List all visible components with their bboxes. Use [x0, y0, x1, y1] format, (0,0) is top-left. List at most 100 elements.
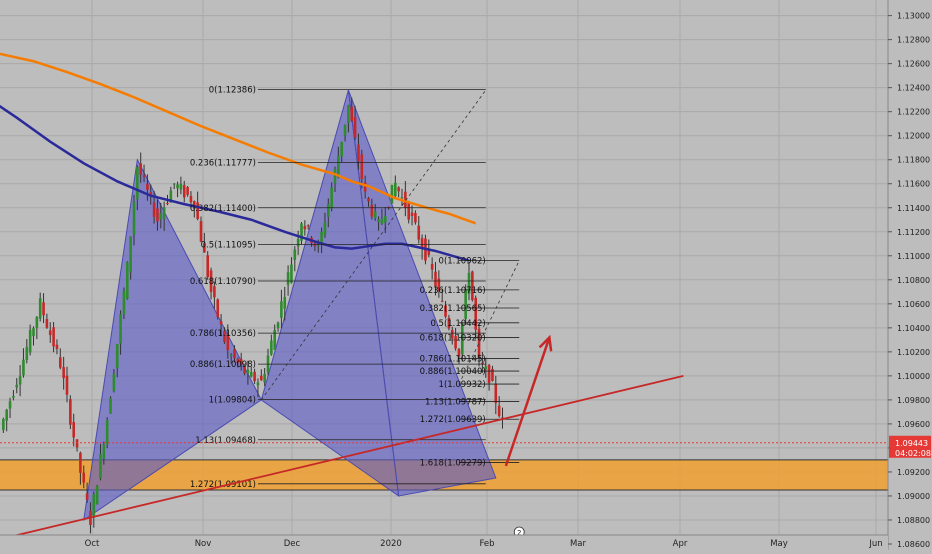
candle-body: [55, 344, 59, 349]
price-tick-label: 1.11600: [897, 180, 930, 189]
candle-body: [249, 372, 253, 377]
candle-body: [363, 182, 367, 192]
candle-body: [320, 231, 323, 245]
candle-body: [296, 238, 300, 247]
fib-right-label: 1.272(1.09639): [420, 415, 486, 425]
candle-body: [256, 382, 260, 386]
candle-body: [196, 202, 199, 219]
candle-body: [270, 340, 273, 355]
candle-body: [15, 384, 19, 388]
candle-body: [122, 290, 126, 315]
price-tick-label: 1.10000: [897, 372, 930, 381]
candle-body: [8, 401, 12, 409]
candle-body: [306, 225, 310, 227]
time-tick-label: Mar: [570, 539, 587, 549]
candle-body: [179, 183, 183, 190]
candle-body: [79, 452, 82, 473]
candle-body: [169, 190, 173, 203]
candle-body: [172, 183, 176, 185]
candle-body: [390, 184, 394, 204]
fib-connector-right: [458, 260, 520, 385]
candle-body: [176, 184, 179, 189]
fib-left-label: 1.13(1.09468): [195, 436, 256, 446]
candle-body: [373, 211, 377, 218]
candle-body: [42, 302, 45, 316]
candle-body: [300, 223, 303, 241]
candle-body: [199, 221, 203, 242]
candle-body: [357, 144, 360, 162]
harmonic-patterns[interactable]: [83, 89, 497, 522]
candle-body: [109, 398, 112, 414]
candle-body: [501, 417, 504, 419]
price-tick-label: 1.10800: [897, 276, 930, 285]
candle-body: [337, 155, 340, 178]
candle-body: [223, 331, 226, 342]
candle-body: [286, 272, 290, 285]
current-price-badge[interactable]: [889, 435, 931, 458]
candle-body: [444, 305, 447, 317]
candle-body: [115, 344, 119, 369]
candle-body: [149, 192, 153, 195]
drawings[interactable]: [0, 334, 888, 542]
candle-body: [323, 222, 327, 235]
candle-body: [457, 349, 461, 357]
fib-left-label: 0.5(1.11095): [201, 240, 256, 250]
candle-body: [450, 329, 454, 339]
candle-body: [497, 405, 501, 417]
time-tick-label: Dec: [284, 539, 301, 549]
time-tick-label: 2020: [380, 539, 402, 549]
candle-body: [12, 395, 15, 398]
candle-body: [367, 197, 370, 202]
time-axis[interactable]: Oct Nov Dec 2020 Feb Mar Apr May Jun: [0, 534, 888, 550]
moving-average-1: [0, 52, 477, 225]
candle-body: [95, 485, 99, 505]
candle-body: [136, 166, 139, 200]
candle-body: [72, 422, 75, 438]
candle-body: [226, 333, 230, 351]
candle-body: [414, 213, 417, 223]
harmonic-pattern-3[interactable]: [347, 89, 497, 497]
event-marker-label: 2: [517, 529, 521, 537]
candle-body: [146, 183, 149, 190]
candle-body: [59, 357, 62, 368]
candle-body: [276, 322, 280, 329]
projection-arrow-line[interactable]: [504, 337, 551, 467]
candle-body: [216, 299, 220, 318]
candle-body: [303, 226, 307, 230]
candle-body: [85, 493, 89, 500]
candle-body: [343, 124, 347, 136]
candle-body: [417, 225, 421, 240]
candle-body: [467, 272, 471, 294]
candle-body: [407, 202, 410, 220]
candle-body: [62, 367, 65, 379]
price-tick-label: 1.10600: [897, 300, 930, 309]
candle-body: [253, 371, 256, 382]
candle-body: [166, 203, 169, 205]
time-tick-label: May: [770, 539, 788, 549]
candle-body: [152, 202, 156, 217]
candle-body: [410, 212, 414, 217]
candle-body: [119, 314, 122, 344]
candle-body: [186, 187, 189, 195]
candle-body: [383, 215, 387, 223]
harmonic-pattern-1[interactable]: [83, 158, 262, 522]
price-tick-label: 1.10400: [897, 324, 930, 333]
price-axis[interactable]: 1.13000 1.12800 1.12600 1.12400 1.12200 1.120…: [887, 0, 932, 550]
price-tick-label: 1.13000: [897, 12, 930, 21]
candle-body: [32, 328, 35, 337]
price-tick-label: 1.12400: [897, 84, 930, 93]
candle-body: [206, 255, 209, 277]
candle-body: [360, 154, 364, 179]
fib-left-label: 0.236(1.11777): [190, 158, 256, 168]
price-tick-label: 1.12200: [897, 108, 930, 117]
candle-body: [132, 201, 136, 235]
price-tick-label: 1.09200: [897, 468, 930, 477]
candle-body: [394, 182, 397, 197]
projection-arrow-head[interactable]: [538, 334, 553, 352]
time-tick-label: Jun: [868, 539, 882, 549]
support-trendline[interactable]: [0, 374, 684, 542]
price-tick-label: 1.11000: [897, 252, 930, 261]
candle-body: [189, 195, 193, 203]
